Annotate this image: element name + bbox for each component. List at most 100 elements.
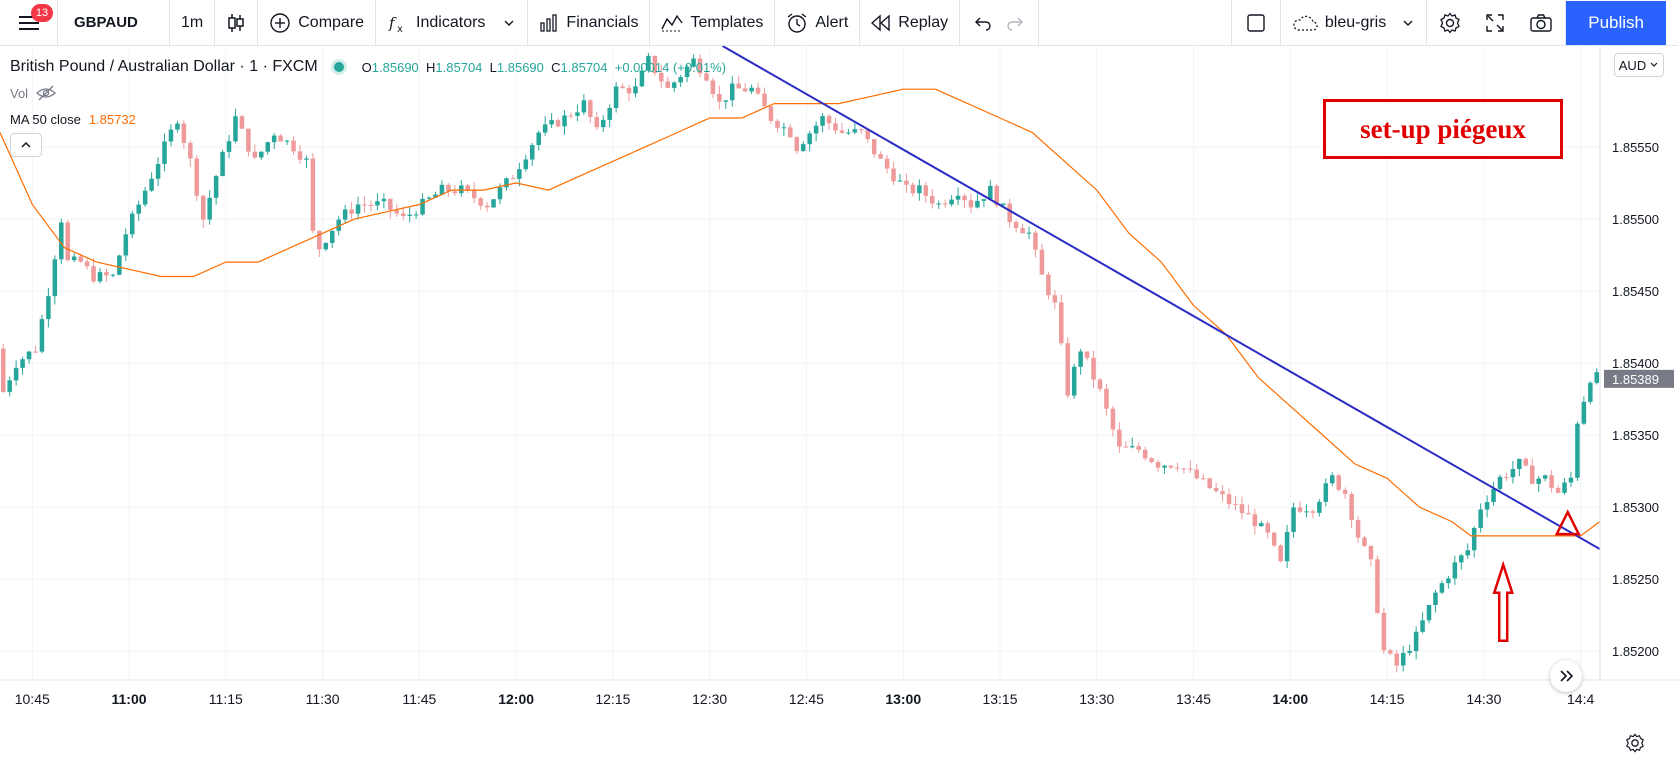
collapse-legend-button[interactable]: [10, 133, 42, 157]
replay-button[interactable]: Replay: [860, 0, 961, 46]
candle-body: [1542, 475, 1548, 479]
candle-body: [349, 209, 354, 214]
candle-body: [394, 209, 400, 214]
chevron-down-icon: [504, 20, 514, 26]
time-axis[interactable]: 10:45 11:00 11:15 11:30 11:45 12:00 12:15 12:30…: [0, 679, 1678, 760]
volume-legend-row[interactable]: Vol: [10, 80, 726, 106]
symbol-search-button[interactable]: GBPAUD: [58, 0, 170, 46]
templates-button[interactable]: Templates: [650, 0, 776, 46]
candle-body: [194, 158, 200, 196]
layout-name-button[interactable]: bleu-gris: [1281, 0, 1428, 46]
candle-body: [97, 272, 103, 282]
candle-body: [1226, 494, 1232, 504]
candle-body: [1330, 475, 1335, 484]
candle-body: [575, 112, 580, 116]
chart-type-button[interactable]: [215, 0, 259, 46]
time-tick-label: 12:15: [595, 691, 630, 707]
gear-icon[interactable]: [1625, 733, 1645, 753]
time-tick-label: 14:30: [1466, 691, 1501, 707]
candle-body: [1588, 382, 1593, 402]
candle-body: [871, 139, 877, 155]
candle-body: [1297, 507, 1303, 512]
candle-body: [975, 200, 980, 208]
redo-icon[interactable]: [1006, 15, 1024, 31]
vol-label: Vol: [10, 85, 29, 101]
candle-body: [142, 190, 148, 205]
candle-body: [407, 214, 412, 217]
candles-icon: [228, 13, 244, 32]
candle-body: [1213, 488, 1219, 492]
price-axis[interactable]: 1.85200 1.85250 1.85300 1.85350 1.85400 1.854…: [1599, 46, 1678, 760]
candle-body: [1291, 507, 1296, 532]
trendline-drawing[interactable]: [722, 46, 1678, 595]
alarm-clock-icon: [787, 12, 807, 33]
ma-label: MA 50 close: [10, 111, 81, 127]
time-tick-label: 10:45: [15, 691, 50, 707]
select-layout-button[interactable]: [1232, 0, 1281, 46]
candle-body: [1375, 559, 1380, 613]
toolbar-spacer: [1039, 0, 1232, 46]
currency-button[interactable]: AUD: [1614, 53, 1664, 77]
candle-body: [162, 141, 167, 164]
candle-body: [1336, 475, 1341, 490]
candle-body: [723, 100, 729, 102]
time-tick-label: 11:45: [402, 691, 436, 707]
candle-body: [504, 178, 509, 188]
ma-legend-row[interactable]: MA 50 close 1.85732: [10, 106, 726, 132]
candle-body: [1039, 249, 1045, 275]
candle-body: [1194, 469, 1200, 479]
time-tick-label: 13:00: [885, 691, 921, 707]
svg-text:x: x: [397, 24, 403, 34]
compare-button[interactable]: Compare: [258, 0, 377, 46]
menu-button[interactable]: 13: [0, 0, 58, 46]
candle-body: [413, 214, 419, 216]
candle-body: [310, 158, 316, 231]
candle-body: [678, 77, 683, 83]
candle-body: [684, 66, 690, 78]
interval-button[interactable]: 1m: [170, 0, 216, 46]
financials-button[interactable]: Financials: [528, 0, 651, 46]
currency-label: AUD: [1618, 57, 1647, 73]
legend-title[interactable]: British Pound / Australian Dollar · 1 · …: [10, 58, 318, 75]
candle-body: [1123, 446, 1129, 448]
candle-body: [1439, 583, 1445, 593]
price-chart[interactable]: 1.85200 1.85250 1.85300 1.85350 1.85400 1.854…: [0, 46, 1678, 760]
candle-body: [1046, 274, 1051, 296]
snapshot-button[interactable]: [1517, 0, 1567, 46]
publish-button[interactable]: Publish: [1566, 0, 1666, 45]
candle-body: [1446, 578, 1451, 584]
annotation-text: set-up piégeux: [1360, 113, 1526, 144]
candle-body: [168, 129, 174, 142]
candlestick-series: [0, 52, 1600, 673]
candle-body: [1420, 620, 1425, 632]
triangle-drawing[interactable]: [1554, 509, 1581, 536]
candle-body: [7, 380, 12, 392]
alert-button[interactable]: Alert: [775, 0, 861, 46]
candle-body: [652, 55, 658, 73]
scroll-to-realtime-button[interactable]: [1550, 660, 1582, 692]
time-tick-label: 14:4: [1567, 691, 1594, 707]
candle-body: [1181, 468, 1187, 470]
publish-label: Publish: [1588, 12, 1644, 32]
candle-body: [794, 137, 800, 151]
undo-icon[interactable]: [974, 15, 992, 31]
candle-body: [1130, 446, 1135, 448]
candle-body: [852, 129, 858, 133]
candle-body: [123, 234, 129, 256]
candle-body: [149, 178, 154, 191]
up-arrow-drawing[interactable]: [1492, 560, 1514, 642]
candle-body: [594, 117, 600, 128]
settings-button[interactable]: [1427, 0, 1473, 46]
candle-body: [1259, 523, 1264, 527]
candle-body: [865, 129, 870, 140]
candle-body: [1278, 545, 1283, 562]
eye-off-icon[interactable]: [36, 85, 57, 101]
annotation-text-box[interactable]: set-up piégeux: [1323, 99, 1563, 159]
candle-body: [381, 198, 387, 202]
candle-body: [84, 261, 90, 267]
candle-body: [768, 106, 774, 121]
candle-body: [317, 230, 322, 250]
candle-body: [820, 116, 825, 126]
fullscreen-button[interactable]: [1473, 0, 1517, 46]
